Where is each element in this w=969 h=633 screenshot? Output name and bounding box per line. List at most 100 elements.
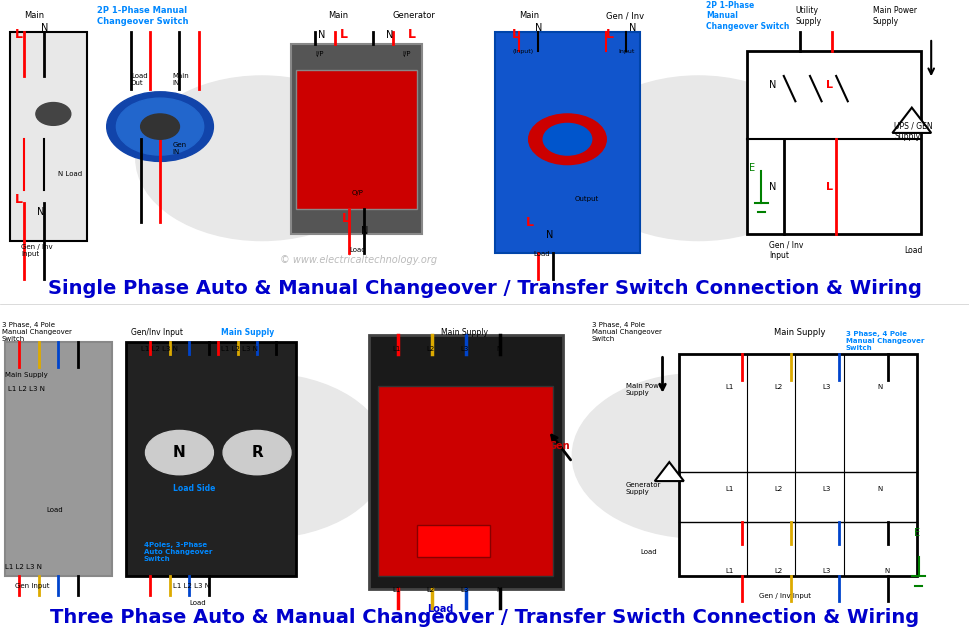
Text: Load: Load	[640, 549, 656, 555]
Text: N: N	[386, 30, 393, 40]
Text: Gen Input: Gen Input	[15, 582, 49, 589]
Text: L1 L2 L3 N: L1 L2 L3 N	[5, 563, 42, 570]
Text: Single Phase Auto & Manual Changeover / Transfer Switch Connection & Wiring: Single Phase Auto & Manual Changeover / …	[48, 279, 921, 298]
Text: L: L	[826, 182, 832, 192]
Circle shape	[572, 76, 824, 241]
Text: L: L	[15, 193, 22, 206]
Text: Main: Main	[518, 11, 539, 20]
Text: L2: L2	[426, 346, 435, 353]
Text: N: N	[41, 23, 48, 34]
Circle shape	[107, 92, 213, 161]
Text: E: E	[913, 528, 919, 538]
Circle shape	[543, 123, 591, 155]
Text: L1: L1	[725, 486, 734, 492]
Bar	[678, 354, 916, 576]
Circle shape	[223, 430, 291, 475]
Text: UPS / GEN
Supply: UPS / GEN Supply	[893, 122, 932, 141]
Text: L2: L2	[426, 587, 435, 593]
Text: Load: Load	[189, 599, 205, 606]
Polygon shape	[891, 108, 930, 133]
Text: L1: L1	[725, 384, 734, 391]
Text: Output: Output	[574, 196, 598, 203]
Text: L: L	[339, 28, 347, 41]
Bar	[417, 525, 489, 557]
Text: L3: L3	[822, 568, 830, 574]
Bar	[126, 342, 296, 576]
Text: N: N	[172, 445, 186, 460]
Text: N: N	[768, 182, 776, 192]
Text: Main: Main	[24, 11, 45, 20]
Text: Main: Main	[328, 11, 348, 20]
Text: 3 Phase, 4 Pole
Manual Changeover
Switch: 3 Phase, 4 Pole Manual Changeover Switch	[2, 322, 72, 342]
Text: © www.electricaltechnology.org: © www.electricaltechnology.org	[280, 254, 437, 265]
Text: N: N	[877, 384, 882, 391]
Text: L3: L3	[460, 346, 469, 353]
Text: Main Supply: Main Supply	[773, 328, 825, 337]
Circle shape	[36, 103, 71, 125]
Text: 3 Phase, 4 Pole
Manual Changeover
Switch: 3 Phase, 4 Pole Manual Changeover Switch	[591, 322, 661, 342]
Text: L: L	[512, 28, 519, 41]
Text: 2P 1-Phase
Manual
Changeover Switch: 2P 1-Phase Manual Changeover Switch	[705, 1, 789, 31]
Text: Gen / Inv: Gen / Inv	[606, 11, 643, 20]
Text: O/P: O/P	[352, 190, 363, 196]
Text: Three Phase Auto & Manual Changeover / Transfer Swicth Connection & Wiring: Three Phase Auto & Manual Changeover / T…	[50, 608, 919, 627]
Text: I/P: I/P	[402, 51, 411, 57]
Text: Gen / Inv
Input: Gen / Inv Input	[21, 244, 53, 256]
Text: N: N	[318, 30, 326, 40]
Text: Gen/Inv Input: Gen/Inv Input	[131, 328, 183, 337]
Text: Gen / Inv Input: Gen / Inv Input	[758, 593, 810, 599]
Text: L3: L3	[822, 486, 830, 492]
Text: Load: Load	[426, 604, 453, 614]
Circle shape	[572, 373, 824, 538]
Text: L: L	[525, 216, 533, 229]
Text: L1 L2 L3 N: L1 L2 L3 N	[141, 346, 177, 353]
Text: Main Supply: Main Supply	[221, 328, 274, 337]
Text: L: L	[15, 28, 22, 41]
Text: N Load: N Load	[58, 171, 82, 177]
Text: L: L	[606, 28, 613, 41]
Text: L2: L2	[773, 568, 782, 574]
Circle shape	[136, 373, 388, 538]
Text: N: N	[496, 587, 501, 593]
Text: Gen
IN: Gen IN	[172, 142, 187, 155]
Text: N: N	[496, 346, 501, 353]
Bar	[494, 32, 640, 253]
Text: Main Power
Supply: Main Power Supply	[625, 383, 665, 396]
Text: N: N	[535, 23, 543, 34]
Text: N: N	[628, 23, 636, 34]
Text: L1 L2 L3 N: L1 L2 L3 N	[221, 346, 258, 353]
Text: Generator
Supply: Generator Supply	[625, 482, 660, 495]
Text: L2: L2	[773, 384, 782, 391]
Text: Utility
Supply: Utility Supply	[795, 6, 821, 25]
Text: 4Poles, 3-Phase
Auto Changeover
Switch: 4Poles, 3-Phase Auto Changeover Switch	[143, 542, 211, 562]
Text: Generator: Generator	[392, 11, 435, 20]
Text: N: N	[877, 486, 882, 492]
Text: Load: Load	[47, 506, 63, 513]
Bar	[296, 70, 417, 209]
Text: Main Supply: Main Supply	[441, 328, 487, 337]
Circle shape	[145, 430, 213, 475]
Text: N: N	[546, 230, 553, 241]
Bar	[746, 51, 921, 234]
Text: Load
Out: Load Out	[131, 73, 147, 85]
Circle shape	[528, 114, 606, 165]
Text: L1: L1	[392, 346, 401, 353]
Text: L3: L3	[822, 384, 830, 391]
Text: L: L	[826, 80, 832, 91]
Text: L1 L2 L3 N: L1 L2 L3 N	[172, 582, 209, 589]
Circle shape	[136, 76, 388, 241]
Bar	[291, 44, 422, 234]
Bar	[10, 32, 87, 241]
Text: Load Side: Load Side	[172, 484, 215, 493]
Text: Main Power
Supply: Main Power Supply	[872, 6, 916, 25]
Bar	[5, 342, 111, 576]
Text: 2P 1-Phase Manual
Changeover Switch: 2P 1-Phase Manual Changeover Switch	[97, 6, 188, 25]
Text: Load: Load	[349, 247, 365, 253]
Circle shape	[116, 98, 203, 155]
Text: L1: L1	[725, 568, 734, 574]
Text: Gen / Inv
Input: Gen / Inv Input	[768, 241, 802, 260]
Text: L2: L2	[773, 486, 782, 492]
Bar	[368, 335, 562, 589]
Text: R: R	[251, 445, 263, 460]
Text: N: N	[884, 568, 889, 574]
